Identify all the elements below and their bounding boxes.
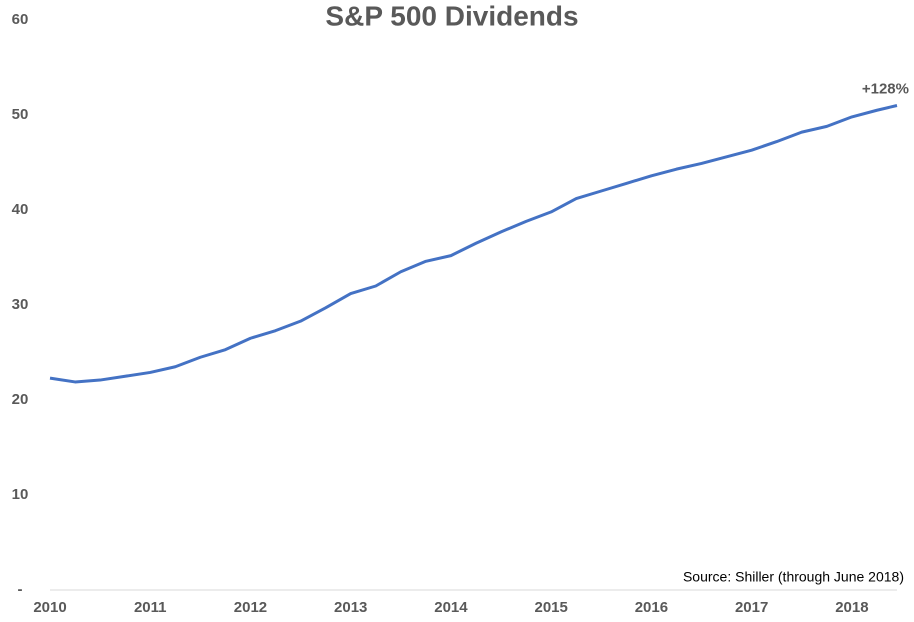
x-tick-label: 2010 xyxy=(33,599,66,616)
x-tick-label: 2012 xyxy=(234,599,267,616)
source-note: Source: Shiller (through June 2018) xyxy=(683,569,904,585)
x-tick-label: 2015 xyxy=(534,599,567,616)
y-tick-label: - xyxy=(18,581,23,598)
y-tick-label: 30 xyxy=(12,296,29,313)
data-line xyxy=(49,104,898,384)
x-tick-label: 2018 xyxy=(835,599,868,616)
x-tick-label: 2014 xyxy=(434,599,468,616)
x-tick-label: 2013 xyxy=(334,599,367,616)
x-tick-label: 2017 xyxy=(735,599,768,616)
x-tick-label: 2016 xyxy=(635,599,668,616)
y-tick-label: 10 xyxy=(12,486,29,503)
y-tick-label: 60 xyxy=(12,11,29,28)
y-tick-label: 50 xyxy=(12,106,29,123)
chart-title: S&P 500 Dividends xyxy=(325,0,578,31)
x-tick-label: 2011 xyxy=(134,599,167,616)
annotation: +128% xyxy=(862,80,909,97)
y-tick-label: 20 xyxy=(12,391,29,408)
y-tick-label: 40 xyxy=(12,201,29,218)
